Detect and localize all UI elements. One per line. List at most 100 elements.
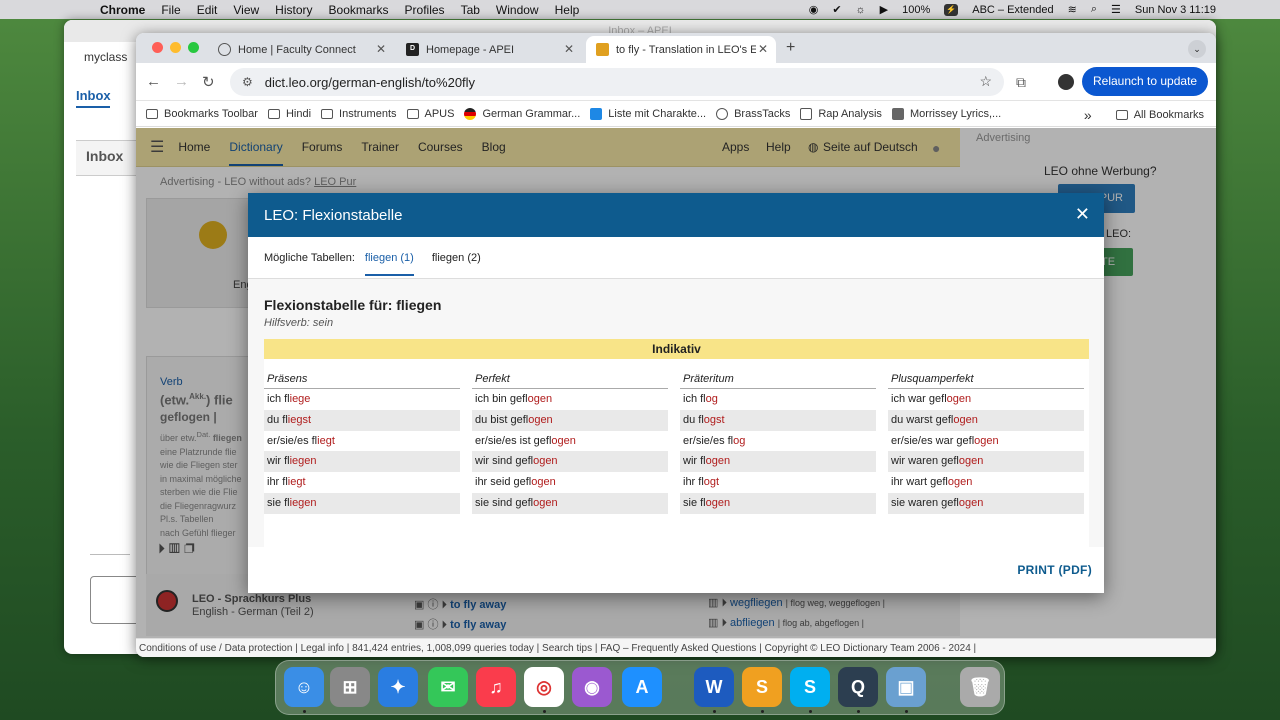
input-source[interactable]: ABC – Extended xyxy=(972,3,1054,16)
back-arrow-icon[interactable]: ← xyxy=(146,73,161,90)
menu-window[interactable]: Window xyxy=(495,2,539,17)
close-icon[interactable]: ✕ xyxy=(1074,204,1090,224)
background-tab[interactable]: myclass xyxy=(84,50,128,64)
menu-view[interactable]: View xyxy=(233,2,260,17)
bookmark-label: APUS xyxy=(424,107,455,120)
relaunch-button[interactable]: Relaunch to update ⋮ xyxy=(1082,67,1208,117)
bookmark-item[interactable]: Rap Analysis xyxy=(800,107,882,120)
extensions-icon[interactable]: ⧉ xyxy=(1016,74,1026,90)
bookmark-item[interactable]: Hindi xyxy=(267,108,311,120)
app-store-icon[interactable]: A xyxy=(622,667,662,707)
menu-tab[interactable]: Tab xyxy=(460,2,480,17)
preview-icon[interactable]: ▣ xyxy=(886,667,926,707)
podcasts-icon[interactable]: ◉ xyxy=(572,667,612,707)
minimize-window-button[interactable] xyxy=(170,42,181,53)
menu-file[interactable]: File xyxy=(161,2,181,17)
profile-avatar-icon[interactable] xyxy=(1058,74,1074,90)
course-title[interactable]: LEO - Sprachkurs Plus xyxy=(192,593,312,605)
bookmark-item[interactable]: Liste mit Charakte... xyxy=(590,107,706,120)
bookmarks-overflow-icon[interactable]: » xyxy=(1083,107,1092,123)
bookmark-item[interactable]: Bookmarks Toolbar xyxy=(146,108,258,120)
result-row-de[interactable]: ▥ ⏵ wegfliegen | flog weg, weggeflogen | xyxy=(708,596,885,610)
bookmark-item[interactable]: German Grammar... xyxy=(464,107,580,120)
all-bookmarks[interactable]: All Bookmarks xyxy=(1133,109,1204,121)
tab-fliegen-1[interactable]: fliegen (1) xyxy=(364,239,414,276)
messages-icon[interactable]: ✉ xyxy=(428,667,468,707)
music-icon[interactable]: ♫ xyxy=(476,667,516,707)
result-row[interactable]: ▣ ⓘ ⏵ to fly away xyxy=(414,616,506,632)
close-tab-icon[interactable]: ✕ xyxy=(375,42,386,56)
search-icon[interactable]: ⌕ xyxy=(1090,3,1097,15)
zoom-window-button[interactable] xyxy=(188,42,199,53)
menubar-app-name[interactable]: Chrome xyxy=(100,2,146,17)
menu-history[interactable]: History xyxy=(275,2,313,17)
tab-leo[interactable]: to fly - Translation in LEO's E... ✕ xyxy=(586,36,776,63)
trash-icon[interactable]: 🗑 xyxy=(960,667,1000,707)
menu-profiles[interactable]: Profiles xyxy=(404,2,445,17)
hamburger-menu-icon[interactable]: ☰ xyxy=(150,139,165,156)
table-icon[interactable]: ▥ ⏵ xyxy=(708,617,727,629)
modal-body[interactable]: Flexionstabelle für: fliegen Hilfsverb: … xyxy=(248,279,1104,547)
skype-icon[interactable]: S xyxy=(790,667,830,707)
safari-icon[interactable]: ✦ xyxy=(378,667,418,707)
menu-edit[interactable]: Edit xyxy=(196,2,218,17)
tab-faculty-connect[interactable]: Home | Faculty Connect ✕ xyxy=(208,36,394,63)
play-icon[interactable]: ▶ xyxy=(879,4,889,16)
chrome-icon[interactable]: ◎ xyxy=(524,667,564,707)
clock[interactable]: Sun Nov 3 11:19 xyxy=(1134,3,1216,16)
launchpad-icon[interactable]: ⊞ xyxy=(330,667,370,707)
menu-bookmarks[interactable]: Bookmarks xyxy=(328,2,389,17)
nav-home[interactable]: Home xyxy=(178,140,211,154)
user-icon[interactable]: ● xyxy=(932,140,941,156)
new-tab-plus-icon[interactable]: + xyxy=(786,39,796,56)
address-bar[interactable]: ⚙ dict.leo.org/german-english/to%20fly ☆ xyxy=(230,68,1004,96)
brightness-icon[interactable]: ☼ xyxy=(855,3,866,16)
tab-search-chevron-icon[interactable]: ⌄ xyxy=(1188,40,1206,58)
green-button[interactable]: TE xyxy=(1101,248,1133,276)
save-icon[interactable]: ▣ ⓘ ⏵ xyxy=(414,599,448,611)
audio-play-icon[interactable]: ⏵ xyxy=(158,540,165,556)
site-info-icon[interactable]: ⚙ xyxy=(242,75,253,89)
nav-dictionary[interactable]: Dictionary xyxy=(229,129,283,166)
inbox-tab[interactable]: Inbox xyxy=(76,88,111,103)
bookmark-star-icon[interactable]: ☆ xyxy=(979,73,992,89)
table-icon[interactable]: ▥ ⏵ xyxy=(708,597,727,609)
wifi-icon[interactable]: ≋ xyxy=(1067,4,1077,16)
nav-courses[interactable]: Courses xyxy=(417,140,463,154)
bookmark-item[interactable]: APUS xyxy=(406,107,455,120)
bookmark-item[interactable]: BrassTacks xyxy=(716,107,790,120)
nav-trainer[interactable]: Trainer xyxy=(361,140,399,154)
nav-help[interactable]: Help xyxy=(766,140,791,154)
check-icon[interactable]: ✔ xyxy=(832,4,842,16)
table-icon[interactable]: ▥ xyxy=(168,540,181,556)
battery-icon[interactable]: ⚡ xyxy=(944,3,959,16)
nav-seite-auf-deutsch[interactable]: Seite auf Deutsch xyxy=(823,140,918,154)
sublime-text-icon[interactable]: S xyxy=(742,667,782,707)
url-text[interactable]: dict.leo.org/german-english/to%20fly xyxy=(264,74,476,90)
print-pdf-button[interactable]: PRINT (PDF) xyxy=(1017,563,1092,577)
nav-forums[interactable]: Forums xyxy=(301,140,343,154)
nav-blog[interactable]: Blog xyxy=(481,140,506,154)
nav-apps[interactable]: Apps xyxy=(722,140,750,154)
control-center-icon[interactable]: ☰ xyxy=(1110,4,1121,16)
bookmark-item[interactable]: Instruments xyxy=(321,108,397,120)
forward-arrow-icon[interactable]: → xyxy=(174,73,189,90)
quicktime-icon[interactable]: Q xyxy=(838,667,878,707)
tab-apei[interactable]: D Homepage - APEI ✕ xyxy=(396,36,582,63)
tense-header: Plusquamperfekt xyxy=(888,359,1084,389)
close-window-button[interactable] xyxy=(152,42,163,53)
leo-pur-link[interactable]: LEO Pur xyxy=(314,176,357,188)
result-row[interactable]: ▣ ⓘ ⏵ to fly away xyxy=(414,596,506,612)
menu-help[interactable]: Help xyxy=(554,2,580,17)
finder-icon[interactable]: ☺ xyxy=(284,667,324,707)
save-icon[interactable]: ▣ ⓘ ⏵ xyxy=(414,619,448,631)
record-icon[interactable]: ◉ xyxy=(808,4,819,16)
bookmark-item[interactable]: Morrissey Lyrics,... xyxy=(891,107,1001,120)
reload-icon[interactable]: ↻ xyxy=(202,74,215,91)
copy-icon[interactable]: ❐ xyxy=(183,540,195,556)
word-icon[interactable]: W xyxy=(694,667,734,707)
close-tab-icon[interactable]: ✕ xyxy=(757,42,768,56)
tab-fliegen-2[interactable]: fliegen (2) xyxy=(431,251,481,264)
close-tab-icon[interactable]: ✕ xyxy=(563,42,574,56)
result-row-de[interactable]: ▥ ⏵ abfliegen | flog ab, abgeflogen | xyxy=(708,616,864,630)
